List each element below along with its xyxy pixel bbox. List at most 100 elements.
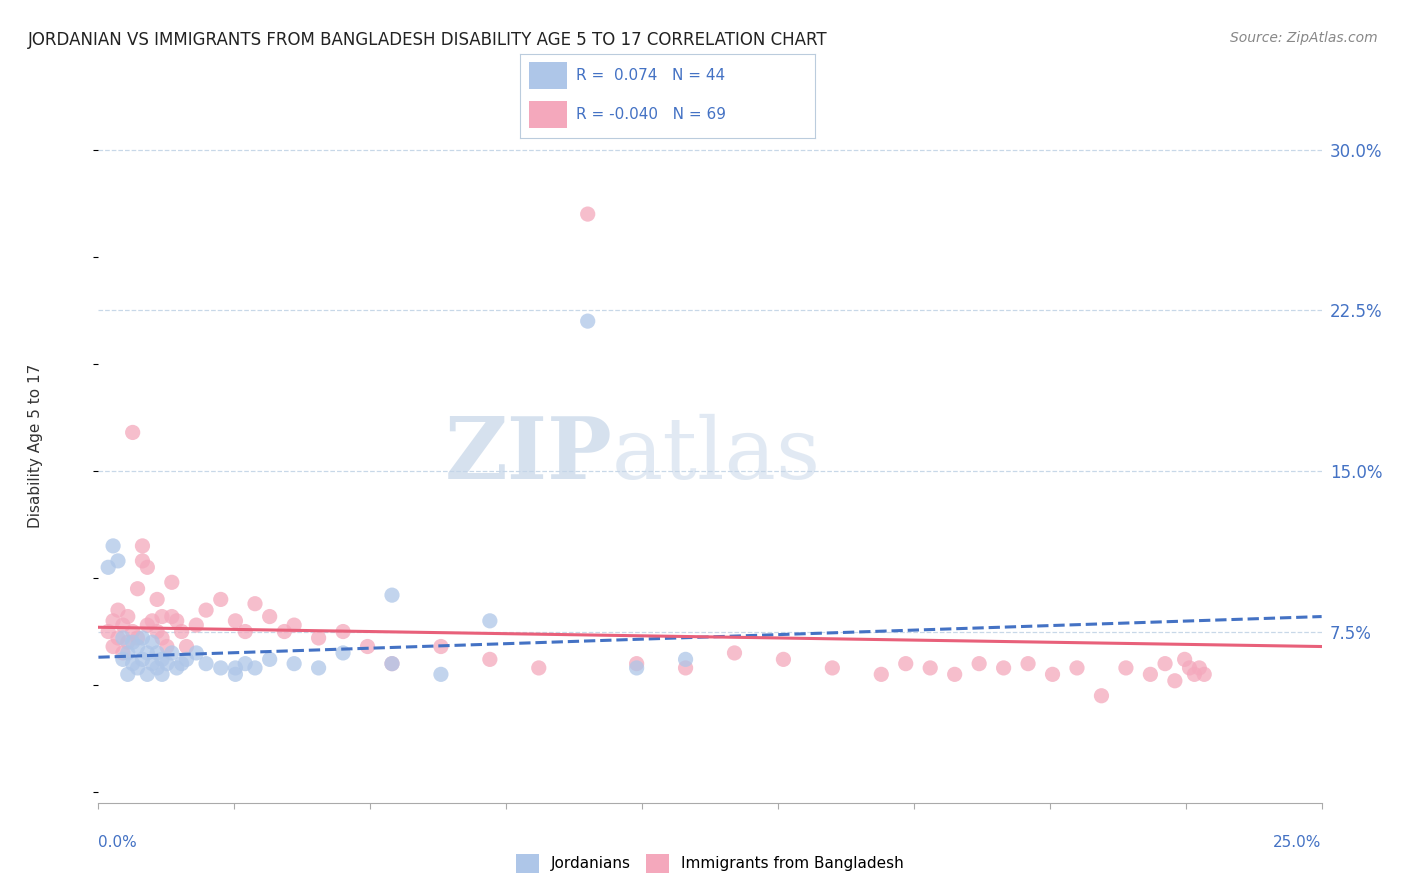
Point xyxy=(131,652,153,666)
Point xyxy=(1066,661,1088,675)
Text: JORDANIAN VS IMMIGRANTS FROM BANGLADESH DISABILITY AGE 5 TO 17 CORRELATION CHART: JORDANIAN VS IMMIGRANTS FROM BANGLADESH … xyxy=(28,31,828,49)
Point xyxy=(117,609,139,624)
Point xyxy=(141,635,163,649)
Point xyxy=(993,661,1015,675)
Point xyxy=(195,603,218,617)
Point xyxy=(233,624,256,639)
Point xyxy=(478,614,501,628)
Point xyxy=(920,661,942,675)
Point xyxy=(141,614,163,628)
Point xyxy=(160,609,183,624)
Bar xyxy=(529,101,568,128)
Point xyxy=(166,661,188,675)
Point xyxy=(356,640,378,654)
Point xyxy=(1139,667,1161,681)
Point xyxy=(381,588,404,602)
Point xyxy=(131,539,153,553)
Point xyxy=(117,635,139,649)
Point xyxy=(527,661,550,675)
Point xyxy=(209,592,232,607)
Point xyxy=(150,652,173,666)
Point xyxy=(308,661,330,675)
Point xyxy=(107,603,129,617)
Point xyxy=(224,614,246,628)
Point xyxy=(97,624,120,639)
Point xyxy=(111,652,134,666)
Point xyxy=(186,646,208,660)
Point xyxy=(1188,661,1211,675)
Point xyxy=(675,652,697,666)
Point xyxy=(478,652,501,666)
Point xyxy=(121,635,143,649)
Point xyxy=(111,646,134,660)
Point xyxy=(626,661,648,675)
Legend: Jordanians, Immigrants from Bangladesh: Jordanians, Immigrants from Bangladesh xyxy=(510,847,910,879)
Text: R =  0.074   N = 44: R = 0.074 N = 44 xyxy=(576,68,725,83)
Point xyxy=(332,646,354,660)
Point xyxy=(233,657,256,671)
Point xyxy=(243,661,266,675)
Point xyxy=(136,646,159,660)
Point xyxy=(430,640,453,654)
Point xyxy=(283,618,305,632)
Point xyxy=(967,657,990,671)
Text: R = -0.040   N = 69: R = -0.040 N = 69 xyxy=(576,107,727,121)
Point xyxy=(332,624,354,639)
Point xyxy=(430,667,453,681)
Point xyxy=(943,667,966,681)
Point xyxy=(166,614,188,628)
Point xyxy=(176,640,198,654)
Point xyxy=(156,640,179,654)
Point xyxy=(127,640,149,654)
Point xyxy=(381,657,404,671)
Point xyxy=(1184,667,1206,681)
Point xyxy=(146,592,169,607)
Point xyxy=(121,425,143,440)
Point xyxy=(107,554,129,568)
Point xyxy=(111,631,134,645)
Point xyxy=(121,624,143,639)
Point xyxy=(141,657,163,671)
Point xyxy=(243,597,266,611)
Point xyxy=(1192,667,1215,681)
Text: Source: ZipAtlas.com: Source: ZipAtlas.com xyxy=(1230,31,1378,45)
Point xyxy=(170,624,193,639)
Point xyxy=(127,582,149,596)
Point xyxy=(224,661,246,675)
Point xyxy=(283,657,305,671)
Point xyxy=(772,652,794,666)
Point xyxy=(1115,661,1137,675)
Point xyxy=(170,657,193,671)
Text: Disability Age 5 to 17: Disability Age 5 to 17 xyxy=(28,364,42,528)
Point xyxy=(1174,652,1197,666)
Point xyxy=(101,614,124,628)
Point xyxy=(1042,667,1064,681)
Point xyxy=(136,618,159,632)
Point xyxy=(160,646,183,660)
Point xyxy=(127,661,149,675)
Point xyxy=(117,667,139,681)
Point xyxy=(224,667,246,681)
Point xyxy=(156,657,179,671)
Point xyxy=(1090,689,1112,703)
Point xyxy=(107,631,129,645)
Text: 25.0%: 25.0% xyxy=(1274,836,1322,850)
Point xyxy=(150,609,173,624)
Point xyxy=(131,631,153,645)
Point xyxy=(259,609,281,624)
Point xyxy=(97,560,120,574)
Point xyxy=(1017,657,1039,671)
Point xyxy=(821,661,844,675)
Point xyxy=(150,631,173,645)
Text: atlas: atlas xyxy=(612,413,821,497)
Point xyxy=(1164,673,1187,688)
Point xyxy=(675,661,697,675)
Point xyxy=(101,539,124,553)
Point xyxy=(195,657,218,671)
Point xyxy=(146,661,169,675)
Point xyxy=(117,646,139,660)
Point xyxy=(146,624,169,639)
Point xyxy=(1178,661,1201,675)
Point xyxy=(723,646,745,660)
Point xyxy=(1154,657,1177,671)
